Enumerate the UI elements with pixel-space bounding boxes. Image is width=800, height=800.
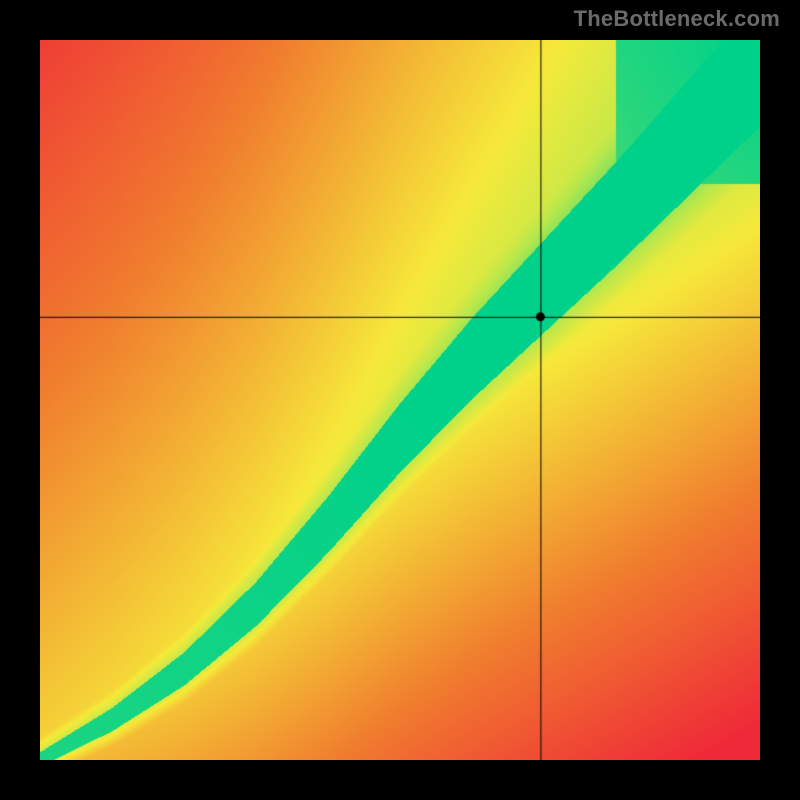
heatmap-canvas [40, 40, 760, 760]
chart-frame: TheBottleneck.com [0, 0, 800, 800]
watermark-label: TheBottleneck.com [574, 6, 780, 32]
heatmap-plot [40, 40, 760, 760]
